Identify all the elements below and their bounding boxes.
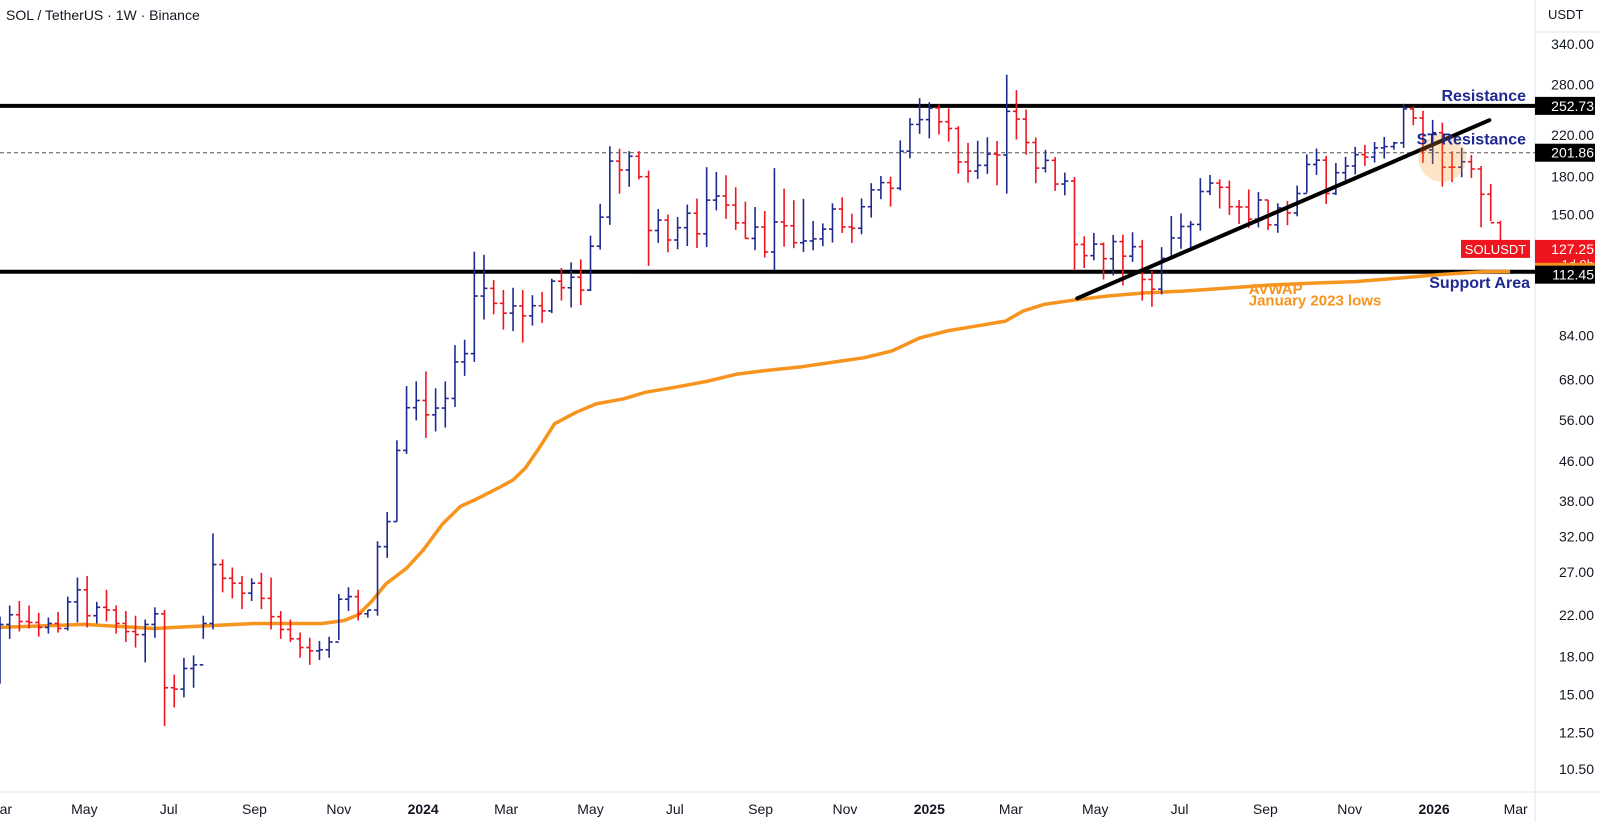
x-tick-label: Mar bbox=[0, 801, 12, 817]
symbol-tag: SOLUSDT bbox=[1465, 242, 1526, 257]
y-tick-label: 27.00 bbox=[1559, 564, 1594, 580]
y-tick-label: 15.00 bbox=[1559, 687, 1594, 703]
y-tick-label: 280.00 bbox=[1551, 77, 1594, 93]
price-tag-bg bbox=[1535, 143, 1595, 162]
x-tick-label: Sep bbox=[242, 801, 267, 817]
y-tick-label: 10.50 bbox=[1559, 761, 1594, 777]
support-area-label: Support Area bbox=[1429, 275, 1530, 292]
x-tick-label: Nov bbox=[326, 801, 351, 817]
x-tick-label: Mar bbox=[999, 801, 1023, 817]
y-tick-label: 12.50 bbox=[1559, 725, 1594, 741]
x-tick-label: Jul bbox=[160, 801, 178, 817]
x-tick-label: 2025 bbox=[914, 801, 945, 817]
y-tick-label: 84.00 bbox=[1559, 327, 1594, 343]
y-tick-label: 150.00 bbox=[1551, 207, 1594, 223]
resistance-label: Resistance bbox=[1442, 88, 1527, 105]
symbol-tag-bg bbox=[1461, 239, 1530, 258]
price-tag-label: 201.86 bbox=[1551, 145, 1594, 161]
x-tick-label: Sep bbox=[1253, 801, 1278, 817]
avwap-sublabel: January 2023 lows bbox=[1249, 292, 1382, 309]
y-tick-label: 46.00 bbox=[1559, 453, 1594, 469]
x-tick-label: Jul bbox=[1171, 801, 1189, 817]
st-resistance-label: ST Resistance bbox=[1417, 132, 1526, 149]
price-tag-label: 112.45 bbox=[1552, 267, 1594, 283]
x-tick-label: Nov bbox=[1337, 801, 1362, 817]
y-tick-label: 340.00 bbox=[1551, 36, 1594, 52]
x-tick-label: Nov bbox=[832, 801, 857, 817]
x-tick-label: Mar bbox=[1504, 801, 1528, 817]
x-tick-label: May bbox=[577, 801, 603, 817]
last-price-label: 127.25 bbox=[1551, 241, 1594, 257]
y-tick-label: 38.00 bbox=[1559, 493, 1594, 509]
price-tag-bg bbox=[1535, 265, 1595, 284]
currency-label[interactable]: USDT bbox=[1548, 7, 1584, 22]
y-tick-label: 18.00 bbox=[1559, 649, 1594, 665]
y-tick-label: 56.00 bbox=[1559, 412, 1594, 428]
y-tick-label: 180.00 bbox=[1551, 169, 1594, 185]
x-tick-label: Sep bbox=[748, 801, 773, 817]
chart-title: SOL / TetherUS · 1W · Binance bbox=[6, 7, 200, 23]
x-tick-label: Mar bbox=[494, 801, 518, 817]
x-tick-label: May bbox=[1082, 801, 1108, 817]
x-tick-label: May bbox=[71, 801, 97, 817]
y-tick-label: 220.00 bbox=[1551, 127, 1594, 143]
x-tick-label: 2026 bbox=[1418, 801, 1449, 817]
avwap-label: AVWAP bbox=[1249, 281, 1303, 298]
price-tag-label: 252.73 bbox=[1551, 98, 1594, 114]
y-tick-label: 32.00 bbox=[1559, 529, 1594, 545]
trendline[interactable] bbox=[1075, 118, 1492, 301]
breakdown-highlight bbox=[1418, 133, 1467, 182]
x-tick-label: 2024 bbox=[408, 801, 439, 817]
price-tag-bg bbox=[1535, 96, 1595, 115]
y-tick-label: 68.00 bbox=[1559, 372, 1594, 388]
x-tick-label: Jul bbox=[666, 801, 684, 817]
y-tick-label: 22.00 bbox=[1559, 607, 1594, 623]
avwap-line[interactable] bbox=[0, 269, 1511, 631]
